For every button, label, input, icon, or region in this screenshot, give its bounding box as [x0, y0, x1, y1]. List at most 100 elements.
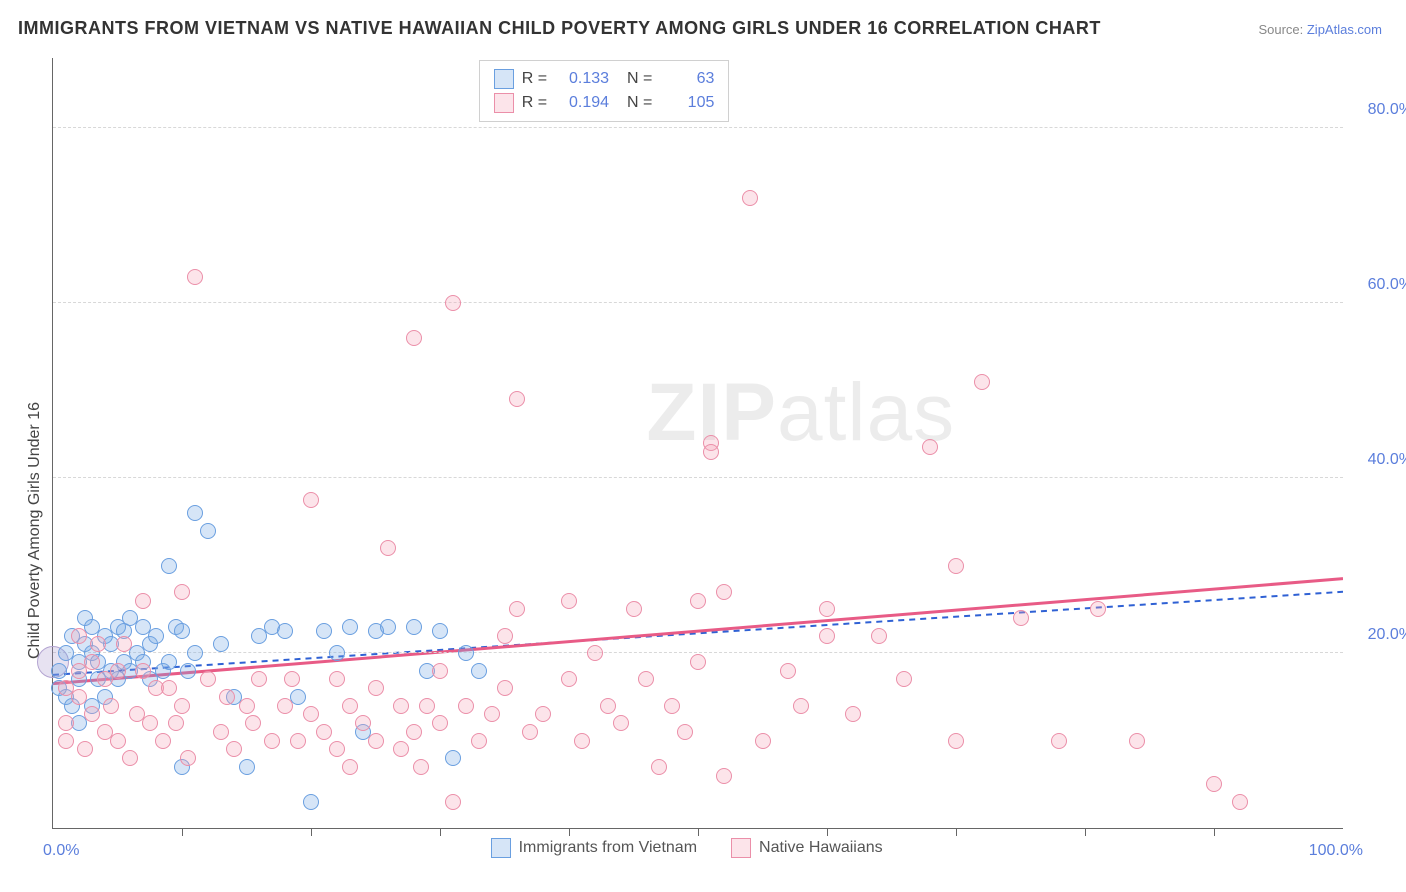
- scatter-point: [71, 689, 87, 705]
- scatter-point: [161, 654, 177, 670]
- scatter-point: [871, 628, 887, 644]
- legend-stat-row: R = 0.133 N = 63: [494, 67, 715, 91]
- scatter-point: [1051, 733, 1067, 749]
- scatter-point: [51, 663, 67, 679]
- scatter-point: [77, 741, 93, 757]
- scatter-point: [574, 733, 590, 749]
- scatter-point: [380, 619, 396, 635]
- scatter-point: [742, 190, 758, 206]
- watermark: ZIPatlas: [646, 366, 955, 460]
- scatter-point: [251, 671, 267, 687]
- legend-r-value: 0.194: [555, 94, 609, 112]
- scatter-point: [213, 636, 229, 652]
- scatter-point: [245, 715, 261, 731]
- x-tick: [1214, 828, 1215, 836]
- scatter-point: [342, 619, 358, 635]
- scatter-point: [974, 374, 990, 390]
- legend-n-value: 63: [660, 70, 714, 88]
- scatter-point: [471, 663, 487, 679]
- legend-swatch: [731, 838, 751, 858]
- scatter-point: [432, 663, 448, 679]
- scatter-point: [703, 444, 719, 460]
- y-tick-label: 20.0%: [1353, 626, 1406, 644]
- y-tick-label: 60.0%: [1353, 276, 1406, 294]
- scatter-point: [445, 750, 461, 766]
- scatter-point: [58, 715, 74, 731]
- scatter-point: [277, 698, 293, 714]
- scatter-point: [1013, 610, 1029, 626]
- legend-r-value: 0.133: [555, 70, 609, 88]
- scatter-point: [677, 724, 693, 740]
- scatter-point: [135, 593, 151, 609]
- scatter-point: [239, 698, 255, 714]
- scatter-point: [587, 645, 603, 661]
- legend-stats: R =0.133N =63R =0.194N =105: [479, 60, 730, 122]
- legend-swatch: [491, 838, 511, 858]
- scatter-point: [535, 706, 551, 722]
- scatter-point: [922, 439, 938, 455]
- scatter-point: [284, 671, 300, 687]
- x-tick: [1085, 828, 1086, 836]
- scatter-point: [445, 295, 461, 311]
- x-tick: [182, 828, 183, 836]
- scatter-point: [303, 794, 319, 810]
- scatter-point: [780, 663, 796, 679]
- scatter-point: [471, 733, 487, 749]
- scatter-point: [1206, 776, 1222, 792]
- legend-item: Native Hawaiians: [731, 838, 883, 858]
- legend-n-label: N =: [627, 70, 652, 88]
- scatter-point: [316, 623, 332, 639]
- scatter-point: [413, 759, 429, 775]
- legend-swatch: [494, 69, 514, 89]
- scatter-point: [329, 671, 345, 687]
- scatter-point: [277, 623, 293, 639]
- scatter-point: [116, 636, 132, 652]
- scatter-point: [1232, 794, 1248, 810]
- scatter-point: [497, 628, 513, 644]
- scatter-point: [168, 715, 184, 731]
- scatter-point: [626, 601, 642, 617]
- scatter-point: [174, 698, 190, 714]
- scatter-point: [219, 689, 235, 705]
- scatter-point: [651, 759, 667, 775]
- legend-bottom: Immigrants from Vietnam Native Hawaiians: [491, 838, 883, 858]
- scatter-point: [355, 715, 371, 731]
- scatter-point: [213, 724, 229, 740]
- scatter-point: [180, 750, 196, 766]
- gridline: [53, 127, 1343, 128]
- scatter-point: [948, 733, 964, 749]
- scatter-point: [690, 654, 706, 670]
- scatter-point: [600, 698, 616, 714]
- scatter-point: [561, 671, 577, 687]
- scatter-point: [755, 733, 771, 749]
- legend-stat-row: R =0.194N =105: [494, 91, 715, 115]
- scatter-point: [58, 733, 74, 749]
- scatter-point: [419, 698, 435, 714]
- legend-series-name: Native Hawaiians: [759, 839, 883, 857]
- scatter-point: [664, 698, 680, 714]
- scatter-point: [200, 671, 216, 687]
- x-tick: [698, 828, 699, 836]
- scatter-point: [264, 733, 280, 749]
- legend-item: Immigrants from Vietnam: [491, 838, 697, 858]
- source-link[interactable]: ZipAtlas.com: [1307, 22, 1382, 37]
- scatter-point: [239, 759, 255, 775]
- scatter-point: [819, 628, 835, 644]
- y-tick-label: 40.0%: [1353, 451, 1406, 469]
- scatter-point: [716, 768, 732, 784]
- scatter-point: [342, 759, 358, 775]
- scatter-point: [458, 645, 474, 661]
- scatter-point: [432, 623, 448, 639]
- gridline: [53, 302, 1343, 303]
- scatter-point: [71, 628, 87, 644]
- legend-series-name: Immigrants from Vietnam: [519, 839, 697, 857]
- scatter-point: [896, 671, 912, 687]
- scatter-point: [445, 794, 461, 810]
- legend-r-label: R =: [522, 94, 547, 112]
- legend-r-label: R =: [522, 70, 547, 88]
- scatter-point: [226, 741, 242, 757]
- scatter-point: [406, 724, 422, 740]
- scatter-point: [342, 698, 358, 714]
- scatter-point: [561, 593, 577, 609]
- y-tick-label: 80.0%: [1353, 101, 1406, 119]
